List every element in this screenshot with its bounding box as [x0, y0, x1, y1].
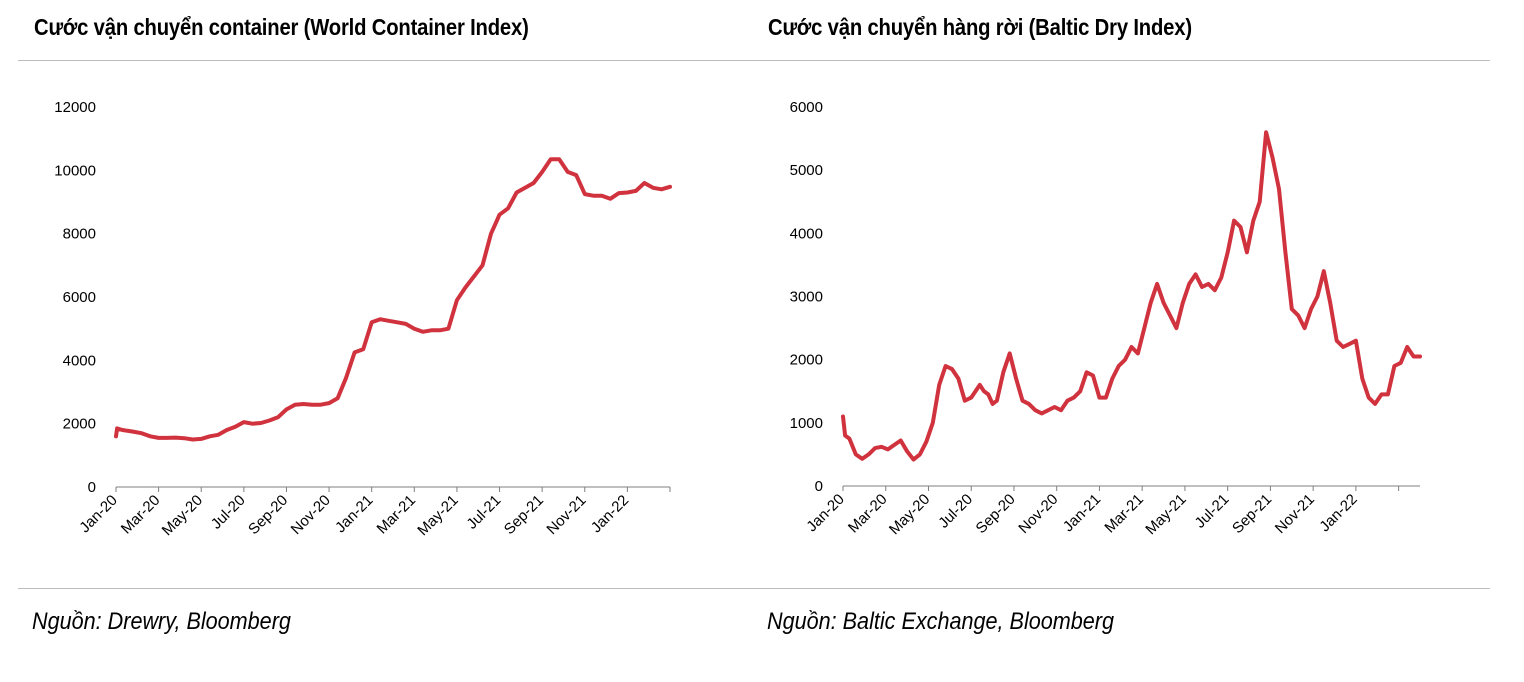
- baltic-dry-index-x-tick-label: Sep-20: [973, 491, 1019, 537]
- baltic-dry-index-x-tick-label: May-21: [1142, 491, 1189, 538]
- right-source-note: Nguồn: Baltic Exchange, Bloomberg: [767, 608, 1115, 635]
- baltic-dry-index-y-tick-label: 5000: [790, 162, 823, 179]
- baltic-dry-index-x-tick-label: Jan-21: [1060, 491, 1104, 535]
- container-index-y-tick-label: 8000: [63, 226, 96, 243]
- container-index-y-tick-label: 12000: [54, 99, 96, 116]
- baltic-dry-index-x-tick-label: Jan-22: [1316, 491, 1360, 535]
- left-source-note: Nguồn: Drewry, Bloomberg: [32, 608, 291, 635]
- baltic-dry-index-y-tick-label: 0: [815, 478, 823, 495]
- container-index-y-tick-label: 4000: [63, 352, 96, 369]
- container-index-y-tick-label: 2000: [63, 416, 96, 433]
- top-divider: [18, 60, 1490, 61]
- baltic-dry-index-x-tick-label: Nov-20: [1015, 491, 1061, 537]
- baltic-dry-index-y-tick-label: 6000: [790, 99, 823, 116]
- baltic-dry-index-y-tick-label: 1000: [790, 415, 823, 432]
- baltic-dry-index-series-line: [841, 130, 1422, 462]
- baltic-dry-index-x-tick-label: Jul-20: [935, 491, 976, 532]
- baltic-dry-index-x-tick-label: May-20: [886, 491, 933, 538]
- baltic-dry-index-chart: 0100020003000400050006000Jan-20Mar-20May…: [790, 99, 1422, 538]
- bottom-divider: [18, 588, 1490, 589]
- container-index-series-line: [114, 157, 672, 442]
- container-index-chart: 020004000600080001000012000Jan-20Mar-20M…: [54, 99, 672, 539]
- baltic-dry-index-x-tick-label: Mar-20: [845, 491, 891, 537]
- baltic-dry-index-x-tick-label: Jan-20: [803, 491, 847, 535]
- container-index-y-tick-label: 6000: [63, 289, 96, 306]
- left-chart-title: Cước vận chuyển container (World Contain…: [34, 14, 529, 40]
- baltic-dry-index-x-tick-label: Sep-21: [1229, 491, 1275, 537]
- baltic-dry-index-x-tick-label: Jul-21: [1192, 491, 1233, 532]
- baltic-dry-index-y-tick-label: 2000: [790, 352, 823, 369]
- container-index-y-tick-label: 0: [88, 479, 96, 496]
- container-index-y-tick-label: 10000: [54, 162, 96, 179]
- baltic-dry-index-y-tick-label: 3000: [790, 289, 823, 306]
- baltic-dry-index-x-tick-label: Mar-21: [1101, 491, 1147, 537]
- right-chart-title: Cước vận chuyển hàng rời (Baltic Dry Ind…: [768, 14, 1192, 40]
- baltic-dry-index-y-tick-label: 4000: [790, 225, 823, 242]
- baltic-dry-index-x-tick-label: Nov-21: [1272, 491, 1318, 537]
